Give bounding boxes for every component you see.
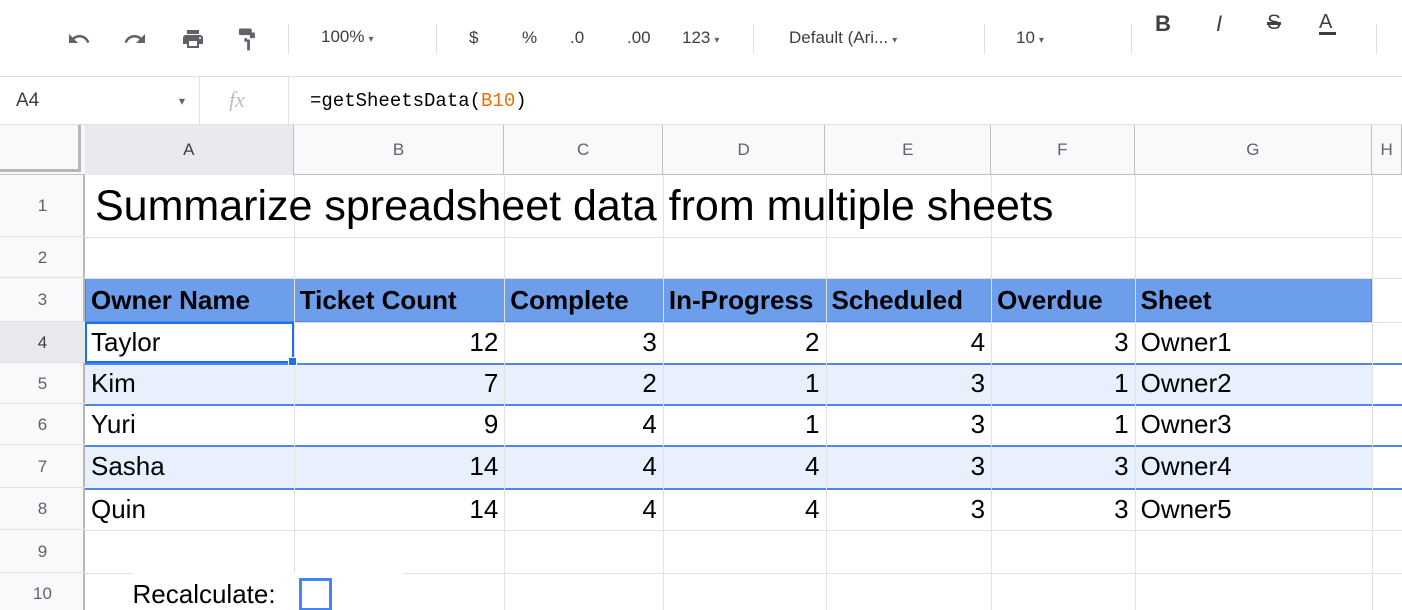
svg-text:fx: fx	[229, 89, 245, 111]
